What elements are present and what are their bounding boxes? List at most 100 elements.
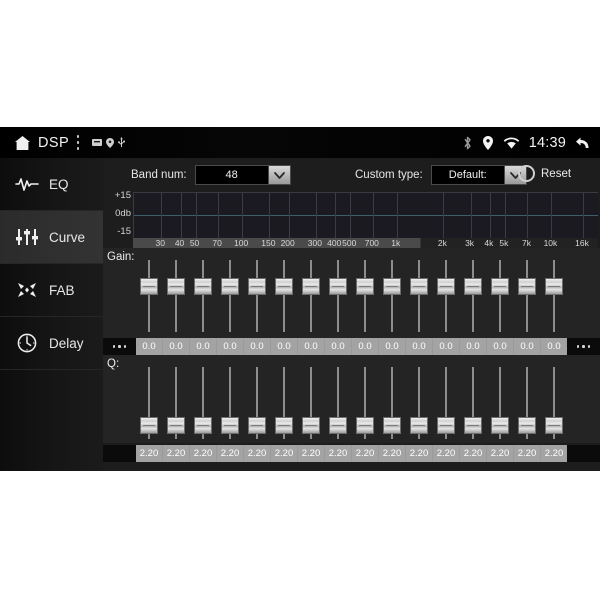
slider-handle[interactable]	[409, 417, 428, 434]
slider[interactable]	[435, 260, 457, 332]
slider[interactable]	[516, 260, 538, 332]
slider-track[interactable]	[417, 260, 420, 332]
slider[interactable]	[273, 260, 295, 332]
slider[interactable]	[489, 367, 511, 439]
slider-handle[interactable]	[490, 417, 509, 434]
slider-track[interactable]	[417, 367, 420, 439]
slider-track[interactable]	[471, 260, 474, 332]
slider-track[interactable]	[552, 367, 555, 439]
slider-track[interactable]	[337, 367, 340, 439]
slider-handle[interactable]	[490, 278, 509, 295]
slider-handle[interactable]	[275, 278, 294, 295]
gain-sliders[interactable]	[133, 260, 597, 332]
slider-track[interactable]	[175, 260, 178, 332]
slider-handle[interactable]	[517, 278, 536, 295]
slider-handle[interactable]	[517, 417, 536, 434]
slider[interactable]	[354, 367, 376, 439]
custom-type-select[interactable]: Default:	[430, 165, 527, 185]
slider-handle[interactable]	[329, 417, 348, 434]
slider-track[interactable]	[363, 367, 366, 439]
slider-handle[interactable]	[436, 417, 455, 434]
slider-track[interactable]	[498, 367, 501, 439]
slider-track[interactable]	[390, 367, 393, 439]
slider-track[interactable]	[148, 367, 151, 439]
eq-graph[interactable]: +15 0db -15 30 40 50 70 100 150 200 300 400 500 70…	[103, 190, 600, 249]
slider-handle[interactable]	[382, 278, 401, 295]
gain-more-left-icon[interactable]	[103, 338, 136, 355]
reset-button[interactable]: Reset	[518, 165, 571, 182]
slider[interactable]	[327, 260, 349, 332]
slider[interactable]	[408, 367, 430, 439]
slider-track[interactable]	[552, 260, 555, 332]
slider-handle[interactable]	[463, 417, 482, 434]
slider-track[interactable]	[471, 367, 474, 439]
vertical-dots-icon[interactable]	[76, 135, 80, 150]
back-arrow-icon[interactable]	[575, 136, 590, 150]
slider-track[interactable]	[283, 367, 286, 439]
chevron-down-icon[interactable]	[267, 166, 290, 184]
sidebar-item-delay[interactable]: Delay	[0, 317, 103, 370]
slider-track[interactable]	[229, 260, 232, 332]
slider-track[interactable]	[283, 260, 286, 332]
slider-track[interactable]	[337, 260, 340, 332]
slider[interactable]	[300, 367, 322, 439]
slider[interactable]	[138, 367, 160, 439]
slider[interactable]	[381, 260, 403, 332]
slider[interactable]	[165, 367, 187, 439]
sidebar-item-fab[interactable]: FAB	[0, 264, 103, 317]
slider-track[interactable]	[202, 260, 205, 332]
slider[interactable]	[543, 260, 565, 332]
slider-handle[interactable]	[221, 278, 240, 295]
slider-handle[interactable]	[302, 417, 321, 434]
slider[interactable]	[192, 260, 214, 332]
slider-handle[interactable]	[355, 278, 374, 295]
slider-track[interactable]	[229, 367, 232, 439]
slider[interactable]	[516, 367, 538, 439]
slider[interactable]	[381, 367, 403, 439]
slider-handle[interactable]	[302, 278, 321, 295]
slider[interactable]	[219, 260, 241, 332]
slider-handle[interactable]	[544, 278, 563, 295]
slider-handle[interactable]	[355, 417, 374, 434]
slider[interactable]	[273, 367, 295, 439]
slider-handle[interactable]	[248, 417, 267, 434]
slider-track[interactable]	[390, 260, 393, 332]
slider-track[interactable]	[202, 367, 205, 439]
slider-track[interactable]	[256, 260, 259, 332]
slider-track[interactable]	[363, 260, 366, 332]
slider[interactable]	[246, 367, 268, 439]
slider-track[interactable]	[148, 260, 151, 332]
slider[interactable]	[462, 260, 484, 332]
slider-handle[interactable]	[544, 417, 563, 434]
sidebar-item-eq[interactable]: EQ	[0, 158, 103, 211]
slider-handle[interactable]	[463, 278, 482, 295]
slider-track[interactable]	[310, 367, 313, 439]
slider[interactable]	[165, 260, 187, 332]
graph-plot-area[interactable]	[133, 192, 598, 238]
home-icon[interactable]	[14, 135, 31, 151]
slider-track[interactable]	[256, 367, 259, 439]
slider-handle[interactable]	[140, 278, 159, 295]
slider[interactable]	[354, 260, 376, 332]
slider-track[interactable]	[444, 367, 447, 439]
slider[interactable]	[138, 260, 160, 332]
slider[interactable]	[543, 367, 565, 439]
slider-handle[interactable]	[382, 417, 401, 434]
slider[interactable]	[300, 260, 322, 332]
slider-handle[interactable]	[275, 417, 294, 434]
slider-handle[interactable]	[409, 278, 428, 295]
q-sliders[interactable]	[133, 367, 597, 439]
slider-handle[interactable]	[194, 278, 213, 295]
slider[interactable]	[408, 260, 430, 332]
slider-track[interactable]	[310, 260, 313, 332]
slider-handle[interactable]	[140, 417, 159, 434]
slider[interactable]	[192, 367, 214, 439]
slider-handle[interactable]	[167, 278, 186, 295]
band-num-select[interactable]: 48	[194, 165, 291, 185]
slider-track[interactable]	[444, 260, 447, 332]
slider-track[interactable]	[498, 260, 501, 332]
slider[interactable]	[435, 367, 457, 439]
slider-track[interactable]	[175, 367, 178, 439]
slider[interactable]	[327, 367, 349, 439]
slider-handle[interactable]	[221, 417, 240, 434]
